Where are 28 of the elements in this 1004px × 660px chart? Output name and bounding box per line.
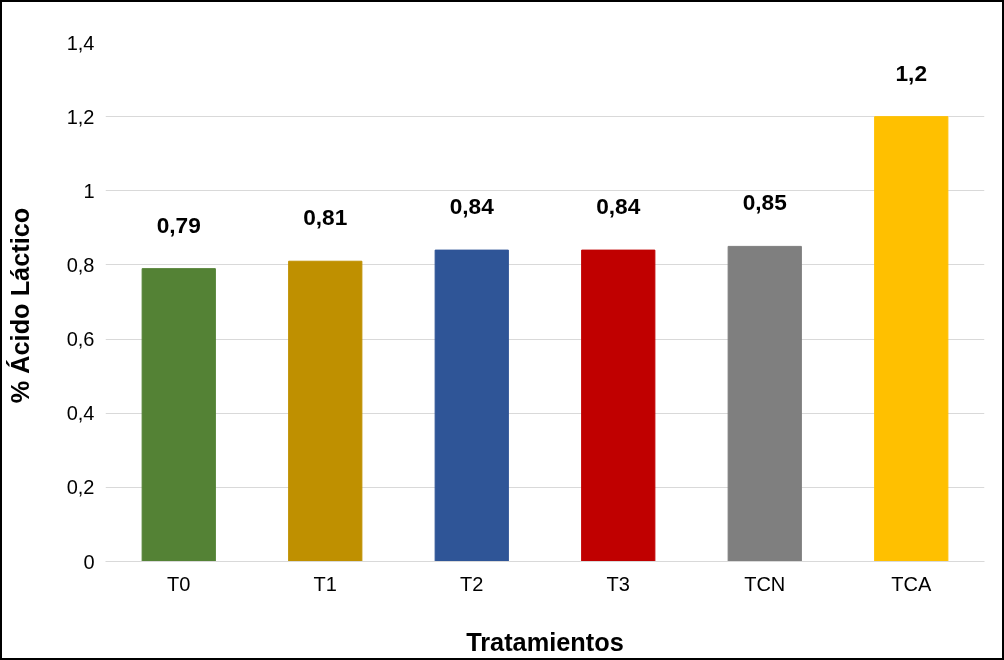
bar [288, 260, 363, 562]
x-axis-title: Tratamientos [466, 627, 624, 656]
data-label: 0,84 [596, 193, 641, 220]
x-tick-label: TCA [891, 572, 932, 595]
bar [581, 249, 656, 562]
y-tick-label: 0,2 [66, 476, 95, 499]
x-tick-label: T2 [460, 572, 484, 595]
bar [141, 268, 216, 562]
data-label: 0,84 [449, 193, 495, 220]
y-tick-label: 1 [83, 179, 95, 202]
bar [874, 116, 949, 562]
x-tick-label: T3 [606, 572, 630, 595]
y-tick-label: 1,2 [66, 105, 95, 128]
y-tick-label: 0,6 [66, 328, 95, 351]
data-label: 1,2 [895, 59, 927, 86]
data-label: 0,85 [742, 189, 787, 216]
bar [727, 245, 802, 562]
y-tick-label: 0,8 [66, 253, 95, 276]
x-tick-label: T1 [313, 572, 337, 595]
x-tick-label: TCN [744, 572, 786, 595]
y-axis-title: % Ácido Láctico [5, 207, 34, 404]
x-tick-label: T0 [167, 572, 191, 595]
y-tick-label: 1,4 [66, 31, 95, 54]
data-label: 0,79 [156, 211, 201, 238]
y-tick-label: 0 [83, 550, 95, 573]
data-label: 0,81 [303, 204, 348, 231]
bar [434, 249, 509, 562]
y-tick-label: 0,4 [66, 402, 95, 425]
